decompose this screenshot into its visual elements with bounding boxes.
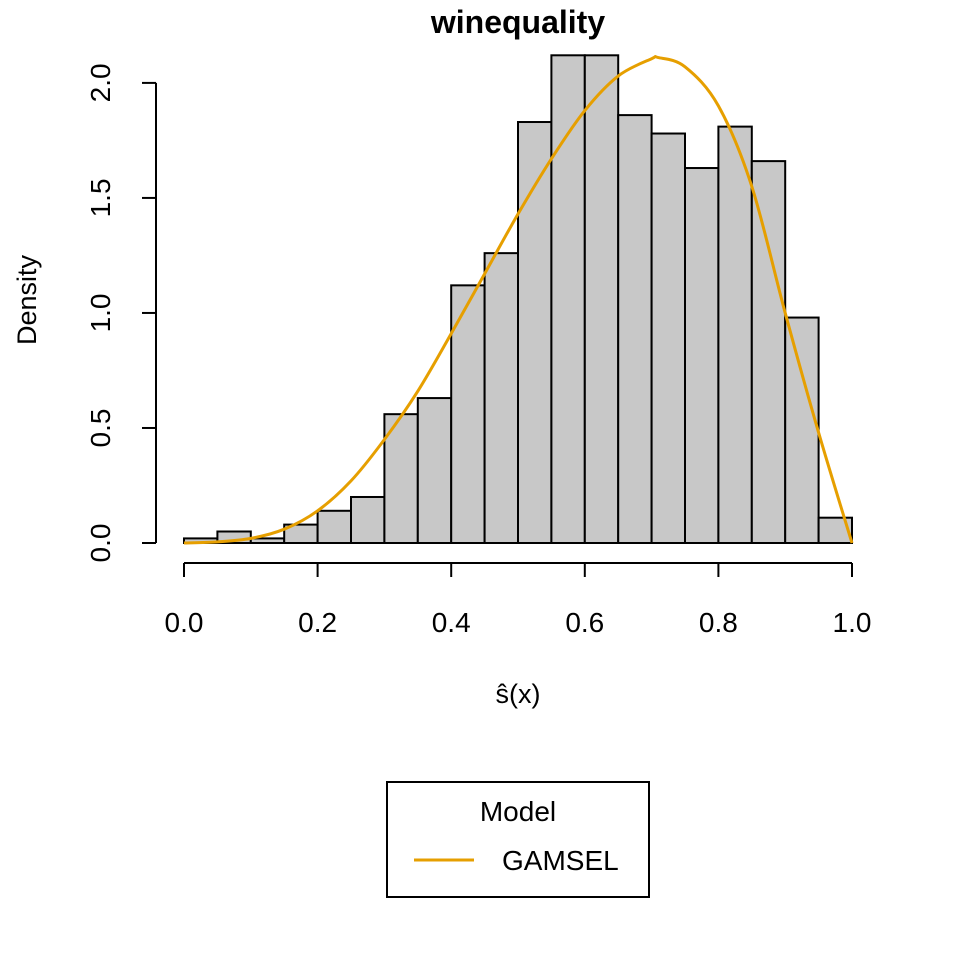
legend-box (386, 781, 650, 898)
histogram-bar (416, 397, 453, 545)
y-tick-label: 1.0 (85, 293, 116, 332)
histogram-bar (483, 252, 520, 544)
x-tick-label: 0.8 (699, 607, 738, 638)
x-tick-label: 0.4 (432, 607, 471, 638)
y-tick-label: 2.0 (85, 63, 116, 102)
histogram-bar (650, 132, 686, 545)
density-curve-gamsel (183, 55, 854, 545)
histogram-bar (784, 316, 820, 544)
legend-label-gamsel: GAMSEL (502, 845, 619, 876)
x-tick-label: 1.0 (833, 607, 872, 638)
histogram-bar (350, 495, 386, 544)
y-tick-label: 0.5 (85, 409, 116, 448)
x-tick-label: 0.0 (165, 607, 204, 638)
x-axis-label: ŝ(x) (496, 679, 541, 709)
histogram-bars (183, 54, 853, 545)
legend: Model GAMSEL (386, 781, 650, 898)
histogram-bar (684, 167, 720, 544)
y-tick-label: 1.5 (85, 178, 116, 217)
histogram-bar (550, 54, 586, 544)
histogram-bar (249, 537, 286, 544)
x-ticks: 0.0 0.2 0.4 0.6 0.8 1.0 (165, 563, 872, 638)
x-axis: 0.0 0.2 0.4 0.6 0.8 1.0 (165, 562, 872, 638)
y-ticks: 0.0 0.5 1.0 1.5 2.0 (85, 63, 156, 562)
x-tick-label: 0.2 (298, 607, 337, 638)
histogram-bar (617, 114, 653, 545)
histogram-bar (517, 121, 553, 544)
histogram-bar (450, 284, 486, 544)
legend-title: Model (480, 796, 556, 827)
histogram-bar (316, 509, 353, 544)
y-tick-label: 0.0 (85, 524, 116, 563)
y-axis-label: Density (12, 254, 42, 345)
histogram-bar (750, 160, 787, 544)
histogram-bar (583, 54, 620, 544)
x-tick-label: 0.6 (565, 607, 604, 638)
chart-title: winequality (430, 4, 605, 40)
y-axis: 0.0 0.5 1.0 1.5 2.0 (85, 63, 157, 562)
histogram-bar (717, 125, 753, 544)
